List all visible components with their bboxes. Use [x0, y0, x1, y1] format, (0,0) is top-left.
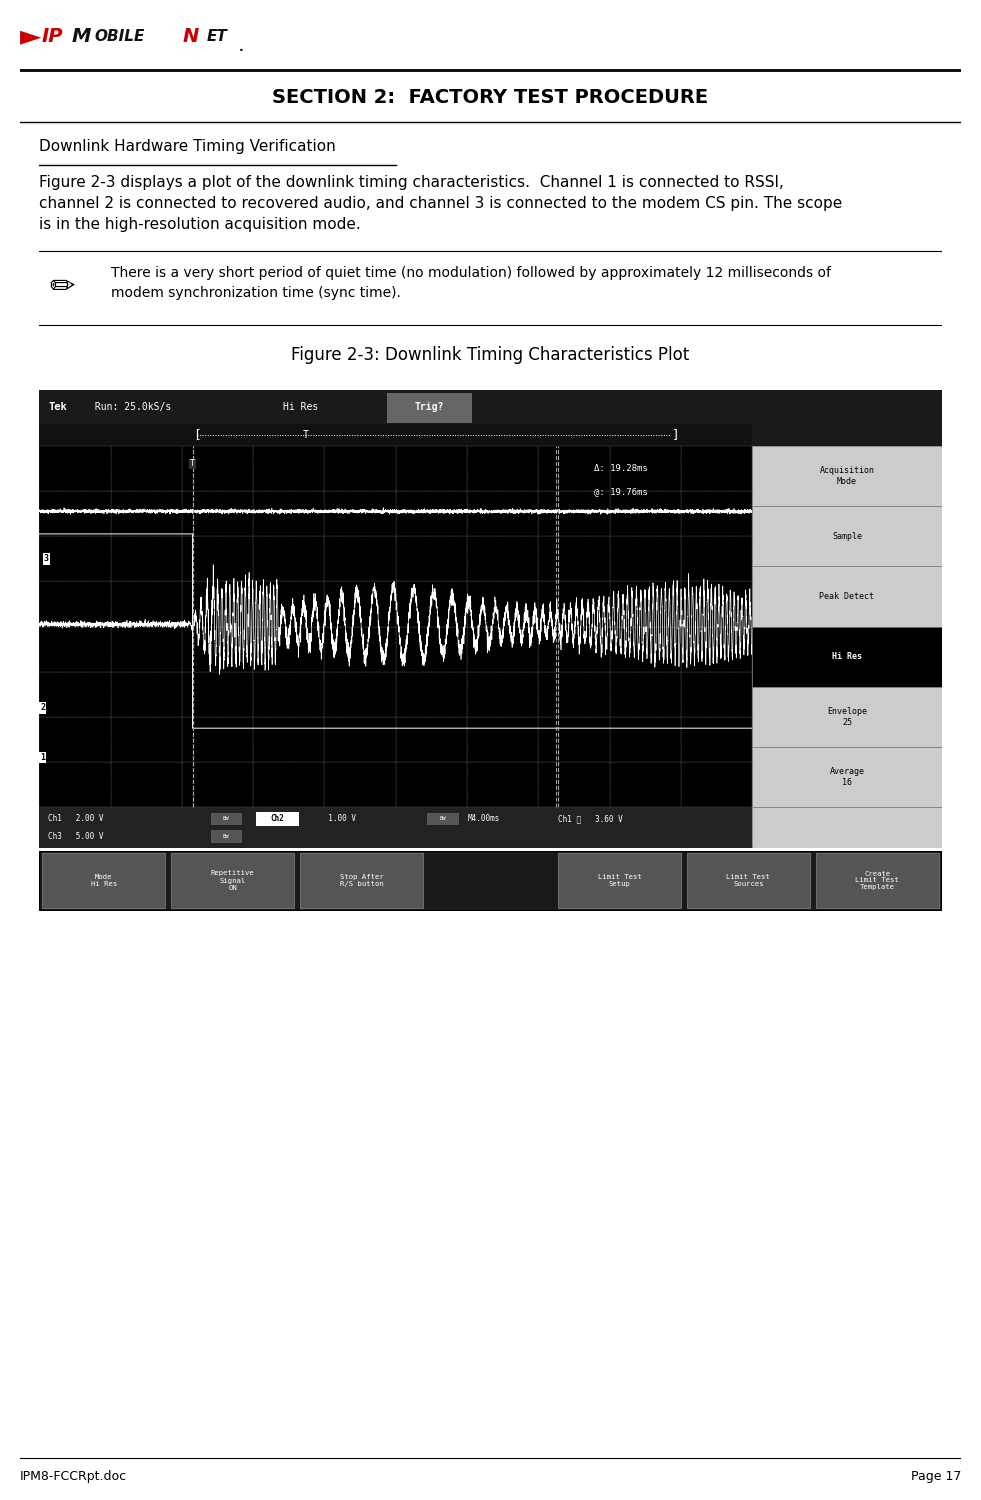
Text: Run: 25.0kS/s: Run: 25.0kS/s	[89, 402, 171, 412]
Bar	[42, 853, 166, 907]
Bar	[752, 687, 942, 747]
Text: There is a very short period of quiet time (no modulation) followed by approxima: There is a very short period of quiet ti…	[112, 266, 832, 300]
Text: Ch1 ⍿   3.60 V: Ch1 ⍿ 3.60 V	[558, 815, 623, 824]
Text: IP: IP	[41, 27, 63, 45]
Text: Trig?: Trig?	[414, 402, 443, 412]
Text: Repetitive
Signal
ON: Repetitive Signal ON	[211, 870, 254, 891]
Text: M4.00ms: M4.00ms	[468, 815, 500, 824]
Bar	[39, 807, 752, 847]
Text: T: T	[302, 430, 308, 439]
Text: →: →	[30, 754, 34, 760]
Bar	[428, 813, 459, 825]
Text: 1.00 V: 1.00 V	[319, 815, 356, 824]
Text: [: [	[193, 429, 201, 441]
Text: Ch3   5.00 V: Ch3 5.00 V	[48, 831, 104, 840]
Text: Average
16: Average 16	[830, 768, 864, 788]
Text: 1: 1	[40, 753, 45, 762]
Text: .: .	[239, 40, 243, 54]
Text: Limit Test
Setup: Limit Test Setup	[597, 874, 642, 886]
Bar	[39, 424, 752, 445]
Bar	[815, 853, 939, 907]
Text: T: T	[190, 459, 195, 468]
Bar	[557, 853, 681, 907]
Text: ]: ]	[672, 429, 679, 441]
Bar	[211, 813, 242, 825]
Text: BW: BW	[439, 816, 446, 821]
Text: Figure 2-3 displays a plot of the downlink timing characteristics.  Channel 1 is: Figure 2-3 displays a plot of the downli…	[39, 174, 843, 231]
Text: SECTION 2:  FACTORY TEST PROCEDURE: SECTION 2: FACTORY TEST PROCEDURE	[273, 88, 708, 106]
Bar	[256, 812, 299, 826]
Bar	[752, 747, 942, 807]
Bar	[300, 853, 424, 907]
Bar	[752, 506, 942, 567]
Text: OBILE: OBILE	[95, 28, 145, 44]
Text: ►: ►	[20, 22, 41, 50]
Bar	[752, 627, 942, 687]
Text: BW: BW	[223, 816, 230, 821]
Bar	[211, 831, 242, 843]
Text: 2: 2	[40, 704, 45, 712]
Text: Limit Test
Sources: Limit Test Sources	[727, 874, 770, 886]
Text: Hi Res: Hi Res	[832, 652, 862, 662]
Text: N: N	[183, 27, 199, 45]
Text: Hi Res: Hi Res	[283, 402, 318, 412]
Bar	[752, 807, 942, 847]
Text: ✏: ✏	[49, 273, 75, 303]
Bar	[387, 393, 473, 423]
Text: Mode
Hi Res: Mode Hi Res	[90, 874, 117, 886]
Text: Downlink Hardware Timing Verification: Downlink Hardware Timing Verification	[39, 140, 336, 154]
Text: Ch2: Ch2	[271, 815, 284, 824]
Bar	[39, 390, 942, 424]
Text: Tek: Tek	[48, 402, 67, 412]
Text: Stop After
R/S button: Stop After R/S button	[339, 874, 384, 886]
Text: M: M	[72, 27, 90, 45]
Bar	[171, 853, 294, 907]
Text: ET: ET	[207, 28, 228, 44]
Text: Figure 2-3: Downlink Timing Characteristics Plot: Figure 2-3: Downlink Timing Characterist…	[291, 346, 690, 364]
Text: →: →	[30, 705, 34, 711]
Text: BW: BW	[223, 834, 230, 839]
Text: Page 17: Page 17	[911, 1470, 961, 1484]
Text: 3: 3	[44, 555, 49, 564]
Text: Create
Limit Test
Template: Create Limit Test Template	[855, 870, 900, 891]
Text: Peak Detect: Peak Detect	[819, 592, 874, 602]
Text: @: 19.76ms: @: 19.76ms	[594, 488, 648, 496]
Bar	[687, 853, 810, 907]
Text: →: →	[30, 556, 34, 562]
Text: Ch1   2.00 V: Ch1 2.00 V	[48, 815, 104, 824]
Bar	[39, 446, 752, 807]
Text: Envelope
25: Envelope 25	[827, 706, 867, 726]
Bar	[752, 446, 942, 506]
Bar	[752, 390, 942, 445]
Text: IPM8-FCCRpt.doc: IPM8-FCCRpt.doc	[20, 1470, 127, 1484]
Text: Acquisition
Mode: Acquisition Mode	[819, 466, 874, 486]
Text: Sample: Sample	[832, 531, 862, 540]
Bar	[752, 567, 942, 627]
Text: Δ: 19.28ms: Δ: 19.28ms	[594, 464, 648, 472]
